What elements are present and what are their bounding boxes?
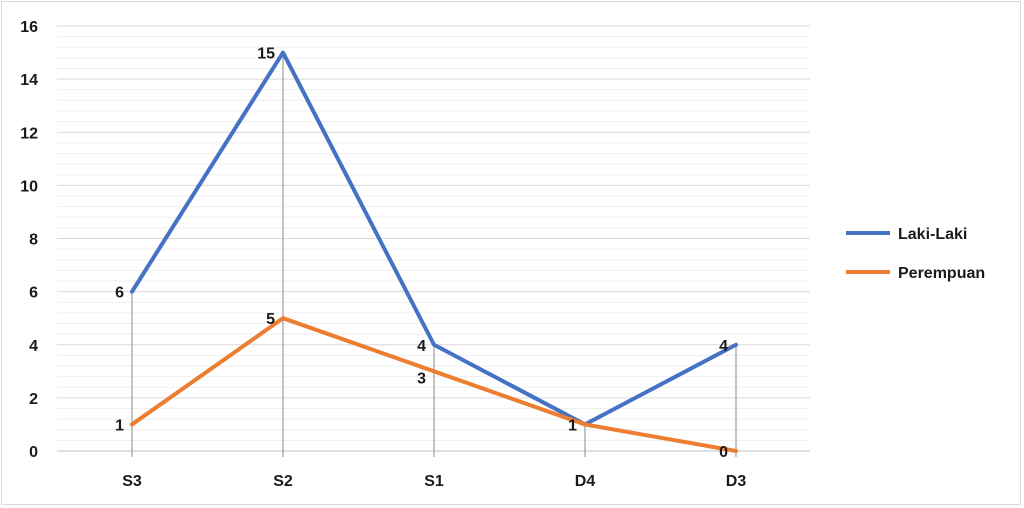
y-tick-label: 4	[29, 338, 38, 355]
y-tick-label: 6	[29, 285, 38, 302]
data-label: 3	[417, 370, 426, 387]
x-tick-label: D4	[575, 473, 596, 490]
series-line	[130, 316, 738, 453]
series-lines	[130, 50, 738, 453]
legend-label: Perempuan	[898, 265, 985, 282]
y-tick-label: 2	[29, 391, 38, 408]
data-label: 1	[568, 417, 577, 434]
data-label: 1	[115, 417, 124, 434]
y-tick-label: 8	[29, 232, 38, 249]
data-label: 4	[719, 338, 728, 355]
data-label: 5	[266, 311, 275, 328]
drop-lines	[131, 52, 737, 457]
x-axis-ticks: S3 S2 S1 D4 D3	[122, 473, 746, 490]
x-tick-label: S1	[424, 473, 444, 490]
legend-label: Laki-Laki	[898, 226, 967, 243]
y-tick-label: 12	[20, 125, 38, 142]
data-label: 6	[115, 285, 124, 302]
data-label: 4	[417, 338, 426, 355]
data-label: 15	[257, 46, 275, 63]
data-labels: 6 1 15 5 4 3 1 4 0	[115, 46, 728, 461]
data-label: 0	[719, 444, 728, 461]
y-tick-label: 0	[29, 444, 38, 461]
series-line	[130, 50, 738, 427]
y-axis-ticks: 0 2 4 6 8 10 12 14 16	[20, 19, 38, 461]
legend: Laki-Laki Perempuan	[846, 226, 985, 282]
y-tick-label: 16	[20, 19, 38, 36]
x-tick-label: D3	[726, 473, 747, 490]
x-tick-label: S3	[122, 473, 142, 490]
x-tick-label: S2	[273, 473, 293, 490]
y-tick-label: 10	[20, 178, 38, 195]
y-tick-label: 14	[20, 72, 38, 89]
